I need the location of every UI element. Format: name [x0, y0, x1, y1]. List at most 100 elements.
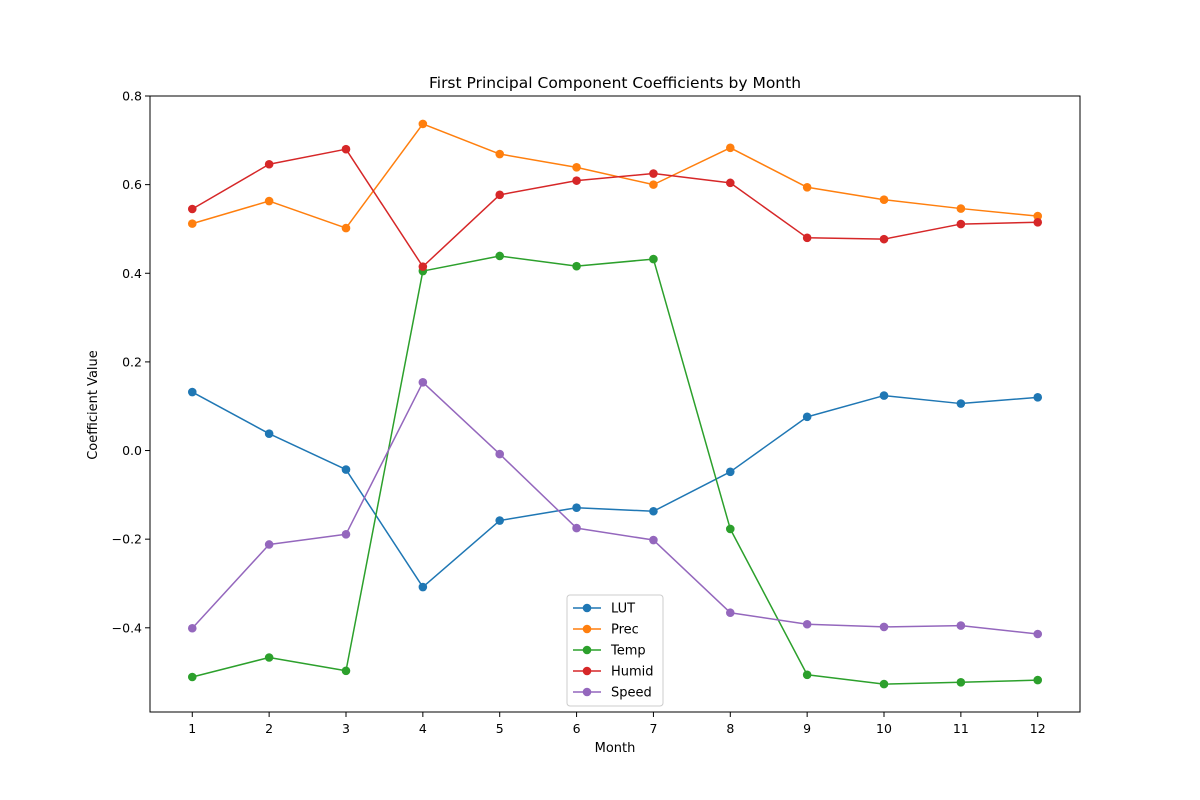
legend-item-temp: Temp — [573, 644, 646, 659]
data-point-lut — [341, 465, 351, 474]
y-tick-label: −0.2 — [112, 532, 142, 547]
data-point-lut — [495, 516, 505, 525]
data-point-humid — [187, 204, 197, 214]
series-layer — [187, 119, 1043, 689]
data-point-temp — [264, 653, 274, 662]
data-point-lut — [264, 429, 274, 438]
legend-item-lut: LUT — [573, 602, 635, 617]
legend-swatch-marker — [582, 687, 592, 697]
legend-swatch-marker — [582, 624, 592, 634]
series-humid — [187, 144, 1043, 271]
legend-swatch-marker — [582, 666, 592, 676]
data-point-speed — [418, 377, 428, 387]
data-point-speed — [956, 621, 966, 630]
y-tick-label: 0.4 — [122, 266, 142, 281]
legend: LUT Prec Temp Humid Speed — [566, 594, 664, 707]
x-tick-label: 10 — [876, 721, 892, 736]
data-point-temp — [879, 679, 889, 689]
data-point-humid — [572, 176, 581, 185]
legend-item-speed: Speed — [573, 686, 652, 701]
x-axis-label: Month — [595, 741, 636, 756]
data-point-speed — [495, 449, 505, 459]
data-point-lut — [572, 503, 581, 513]
data-point-prec — [956, 204, 966, 213]
data-point-prec — [264, 196, 274, 206]
series-line-temp — [192, 255, 1038, 685]
series-line-prec — [192, 123, 1038, 229]
x-tick-label: 3 — [342, 721, 350, 736]
data-point-humid — [725, 178, 735, 188]
data-point-temp — [802, 670, 812, 680]
data-point-speed — [879, 622, 889, 632]
legend-label: Speed — [611, 686, 652, 701]
data-point-temp — [495, 251, 505, 261]
series-line-speed — [191, 381, 1038, 635]
data-point-lut — [879, 391, 889, 400]
series-speed — [187, 377, 1043, 639]
x-tick-label: 1 — [188, 721, 196, 736]
data-point-temp — [1033, 675, 1043, 685]
data-point-lut — [956, 399, 966, 408]
y-tick-label: 0.8 — [122, 89, 142, 104]
x-tick-label: 11 — [953, 721, 969, 736]
y-tick-label: −0.4 — [112, 620, 142, 635]
data-point-humid — [956, 219, 966, 229]
data-point-humid — [649, 169, 658, 178]
data-point-humid — [264, 159, 274, 169]
data-point-speed — [264, 540, 274, 549]
plot-frame — [149, 95, 1081, 713]
x-tick-label: 12 — [1030, 721, 1046, 736]
data-point-prec — [495, 149, 505, 159]
data-point-speed — [649, 535, 658, 545]
data-point-humid — [1033, 218, 1043, 227]
legend-label: Prec — [611, 623, 639, 638]
data-point-speed — [187, 623, 197, 633]
data-point-lut — [187, 387, 197, 397]
data-point-prec — [418, 119, 428, 129]
legend-box — [566, 594, 664, 707]
data-point-temp — [725, 524, 735, 534]
series-temp — [187, 251, 1043, 689]
x-tick-label: 5 — [496, 721, 504, 736]
legend-swatch-marker — [582, 603, 592, 613]
legend-label: LUT — [611, 602, 635, 617]
data-point-prec — [341, 223, 351, 233]
series-line-lut — [191, 391, 1038, 588]
data-point-speed — [802, 619, 812, 629]
data-point-speed — [1033, 629, 1043, 639]
data-point-prec — [1033, 211, 1043, 221]
y-tick-label: 0.0 — [122, 443, 142, 458]
chart-title: First Principal Component Coefficients b… — [429, 74, 801, 92]
data-point-prec — [572, 163, 581, 172]
data-point-speed — [572, 523, 581, 533]
legend-swatch-marker — [582, 645, 592, 655]
y-axis-label: Coefficient Value — [86, 350, 101, 460]
data-point-humid — [802, 233, 812, 243]
data-point-prec — [879, 195, 889, 205]
data-point-lut — [802, 412, 812, 422]
y-axis-ticks: −0.4 −0.2 0.0 0.2 0.4 0.6 0.8 — [112, 89, 150, 635]
data-point-speed — [341, 529, 351, 539]
legend-item-humid: Humid — [573, 665, 654, 680]
y-tick-label: 0.2 — [122, 354, 142, 369]
series-line-humid — [191, 148, 1038, 268]
data-point-lut — [725, 467, 735, 477]
data-point-temp — [956, 678, 966, 687]
data-point-humid — [879, 234, 889, 244]
data-point-temp — [649, 254, 658, 264]
data-point-humid — [495, 190, 505, 200]
data-point-lut — [1033, 393, 1043, 402]
x-tick-label: 9 — [803, 721, 811, 736]
data-point-humid — [418, 262, 428, 271]
data-point-temp — [572, 261, 581, 271]
data-point-humid — [341, 144, 351, 154]
legend-item-prec: Prec — [573, 623, 639, 638]
data-point-prec — [187, 219, 197, 228]
x-tick-label: 2 — [265, 721, 273, 736]
x-tick-label: 8 — [726, 721, 734, 736]
x-tick-label: 7 — [649, 721, 657, 736]
data-point-prec — [802, 182, 812, 192]
x-tick-label: 4 — [419, 721, 427, 736]
data-point-prec — [725, 143, 735, 153]
